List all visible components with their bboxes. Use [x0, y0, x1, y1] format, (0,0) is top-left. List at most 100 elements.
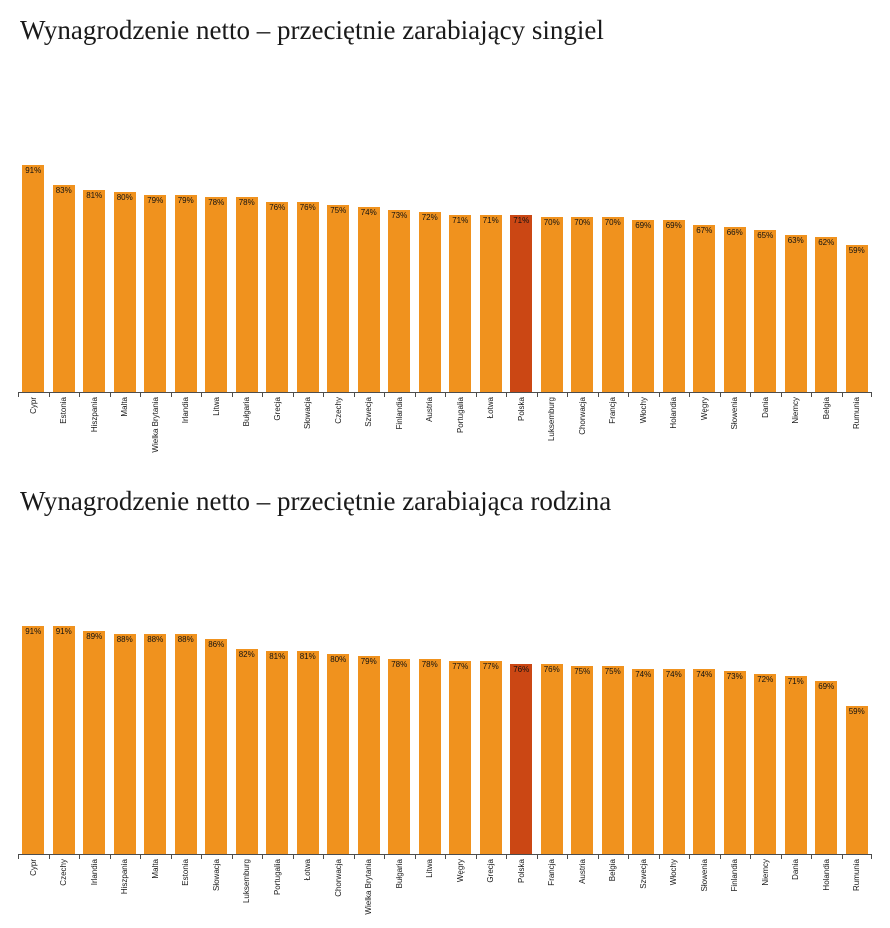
bar-chart-rodzina: 91% Cypr 91% Czechy 89% Irlandia 88% Hiszpania 8… [18, 604, 872, 919]
bar-value-label: 75% [330, 205, 347, 215]
chart-title-rodzina: Wynagrodzenie netto – przeciętnie zarabi… [20, 486, 612, 517]
bar-value-label: 73% [391, 210, 408, 220]
bar-value-label: 79% [147, 195, 164, 205]
bar-slot: 81% Portugalia [262, 604, 293, 919]
bar-slot: 83% Estonia [48, 142, 79, 457]
category-label: Chorwacja [333, 858, 343, 897]
bar-Niemcy: 72% [754, 673, 777, 854]
bar-value-label: 74% [665, 669, 682, 679]
category-label: Estonia [59, 397, 69, 425]
bar-slot: 65% Dania [750, 142, 781, 457]
bar-value-label: 63% [787, 235, 804, 245]
category-label-cell: Luksemburg [536, 393, 568, 457]
category-label: Finlandia [730, 858, 740, 892]
category-label-cell: Węgry [445, 854, 476, 919]
bar-slot: 70% Luksemburg [536, 142, 568, 457]
bar-area: 82% [231, 604, 262, 855]
bar-Luksemburg: 82% [235, 648, 258, 854]
bar-area: 74% [689, 604, 720, 855]
category-label: Węgry [455, 858, 465, 882]
bar-Francja: 70% [601, 217, 624, 393]
category-label-cell: Portugalia [262, 854, 293, 919]
bar-value-label: 88% [177, 634, 194, 644]
category-label: Grecja [272, 397, 282, 421]
bar-slot: 91% Cypr [18, 604, 49, 919]
bar-area: 89% [79, 604, 110, 855]
bar-slot: 79% Wielka Brytania [140, 142, 171, 457]
category-label-cell: Szwecja [353, 393, 385, 457]
category-label: Rumunia [852, 397, 862, 430]
category-label: Bułgaria [242, 397, 252, 427]
bar-value-label: 77% [452, 662, 469, 672]
bar-Finlandia: 73% [388, 209, 411, 393]
bar-Włochy: 74% [662, 668, 685, 854]
bar-slot: 88% Hiszpania [109, 604, 140, 919]
bar-slot: 75% Austria [567, 604, 598, 919]
bar-slot: 71% Polska [506, 142, 537, 457]
bar-Czechy: 91% [52, 626, 75, 854]
bar-value-label: 72% [757, 674, 774, 684]
category-label-cell: Holandia [658, 393, 690, 457]
bar-slot: 74% Szwecja [353, 142, 385, 457]
category-label-cell: Malta [109, 393, 141, 457]
bar-value-label: 91% [25, 627, 42, 637]
bar-slot: 62% Belgia [811, 142, 842, 457]
category-label: Rumunia [852, 858, 862, 891]
bar-value-label: 69% [818, 682, 835, 692]
bar-slot: 76% Polska [506, 604, 537, 919]
category-label-cell: Estonia [170, 854, 202, 919]
bar-Austria: 75% [571, 666, 594, 854]
bar-Holandia: 69% [815, 681, 838, 854]
bar-value-label: 78% [391, 659, 408, 669]
category-label-cell: Wielka Brytania [353, 854, 385, 919]
bar-Wielka Brytania: 79% [357, 656, 380, 854]
category-label: Francja [608, 397, 618, 425]
bar-area: 71% [780, 604, 811, 855]
category-label-cell: Słowenia [719, 393, 751, 457]
bar-slot: 74% Słowenia [689, 604, 720, 919]
bar-Czechy: 75% [327, 204, 350, 393]
category-label: Finlandia [394, 397, 404, 430]
category-label: Słowenia [730, 397, 740, 430]
category-label: Włochy [669, 858, 679, 886]
category-label: Irlandia [181, 397, 191, 424]
category-label: Austria [425, 397, 435, 423]
bar-area: 79% [170, 142, 201, 394]
bar-slot: 76% Francja [536, 604, 567, 919]
category-label-cell: Grecja [475, 854, 507, 919]
category-label: Węgry [699, 397, 709, 421]
bar-value-label: 73% [726, 672, 743, 682]
bar-Irlandia: 79% [174, 194, 197, 393]
bar-Chorwacja: 70% [571, 217, 594, 393]
category-label-cell: Belgia [811, 393, 842, 457]
bar-Irlandia: 89% [83, 631, 106, 854]
bar-area: 81% [79, 142, 110, 394]
bar-value-label: 79% [177, 195, 194, 205]
bar-area: 76% [506, 604, 537, 855]
bar-Łotwa: 81% [296, 651, 319, 854]
bar-slot: 67% Węgry [689, 142, 720, 457]
bar-area: 76% [262, 142, 293, 394]
bar-Hiszpania: 88% [113, 633, 136, 854]
bar-area: 91% [18, 142, 49, 394]
bar-slot: 76% Grecja [262, 142, 293, 457]
bar-value-label: 70% [604, 218, 621, 228]
category-label-cell: Polska [506, 854, 537, 919]
bar-area: 78% [384, 604, 415, 855]
bar-area: 75% [597, 604, 628, 855]
category-label-cell: Grecja [262, 393, 293, 457]
category-label: Szwecja [364, 397, 374, 428]
bar-area: 63% [780, 142, 811, 394]
bar-value-label: 91% [55, 627, 72, 637]
bar-area: 71% [506, 142, 537, 394]
bar-Rumunia: 59% [845, 244, 868, 393]
bar-value-label: 71% [482, 215, 499, 225]
bar-area: 88% [109, 604, 140, 855]
category-label: Chorwacja [577, 397, 587, 436]
bar-Portugalia: 81% [266, 651, 289, 854]
category-label-cell: Czechy [323, 393, 354, 457]
bar-slot: 74% Szwecja [628, 604, 659, 919]
bar-slot: 81% Łotwa [292, 604, 323, 919]
bar-value-label: 59% [848, 707, 865, 717]
category-label: Dania [791, 858, 801, 880]
